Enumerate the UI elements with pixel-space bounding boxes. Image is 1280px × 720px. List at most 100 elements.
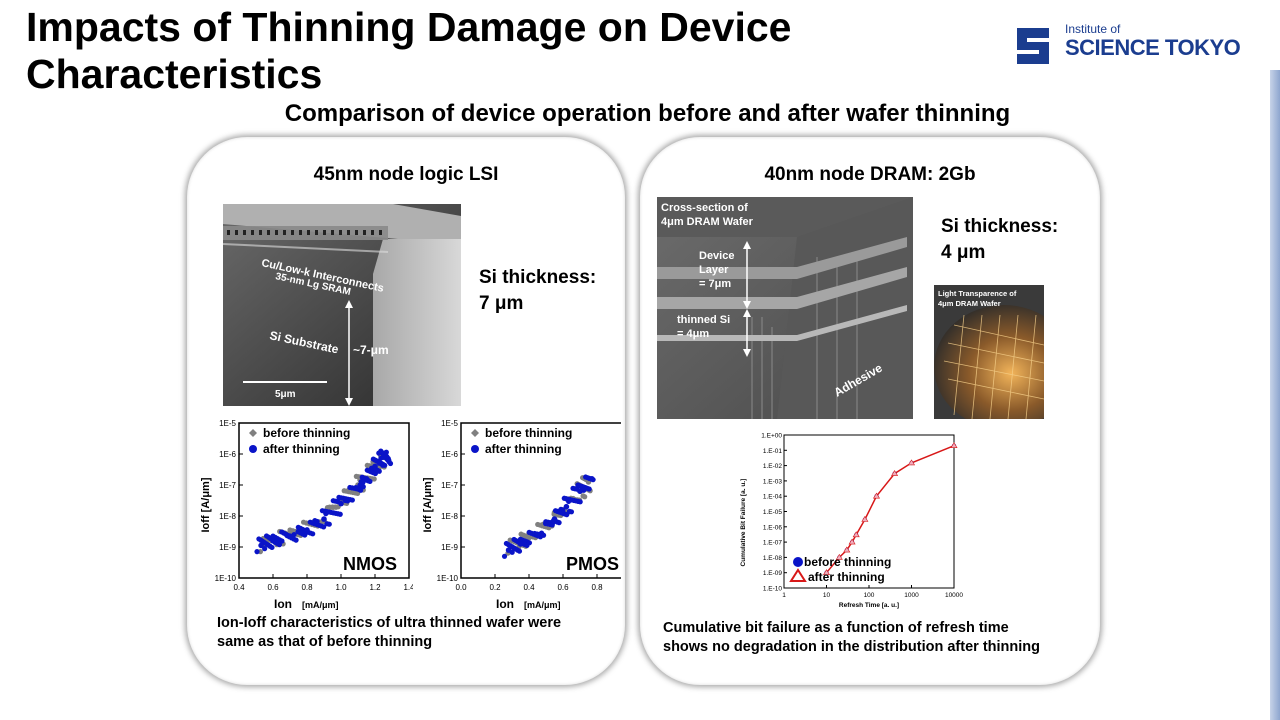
- x-tick-label: 0.8: [591, 583, 603, 592]
- x-axis-label: Ion: [274, 597, 292, 611]
- dram-bit-failure-chart: 1.E+00 1.E-01 1.E-02 1.E-03 1.E-04 1.E-05 1.E-…: [740, 433, 963, 610]
- institute-logo: Institute of SCIENCE TOKYO: [1015, 20, 1255, 70]
- data-point-after: [360, 484, 366, 490]
- sem-scalebar-label: 5μm: [275, 389, 296, 400]
- x-tick-label: 1000: [904, 592, 919, 599]
- data-point-after: [380, 462, 386, 468]
- data-point-after: [534, 531, 541, 538]
- data-point-after: [589, 476, 595, 482]
- data-point-after: [321, 516, 327, 522]
- y-tick-label: 1.E-06: [763, 524, 783, 531]
- y-tick-label: 1E-7: [441, 481, 458, 490]
- logic-thickness: Si thickness: 7 μm: [479, 265, 596, 317]
- dram-device-label-2: Layer: [699, 264, 729, 276]
- plot-frame: [460, 422, 621, 579]
- logo-line2: SCIENCE TOKYO: [1065, 35, 1241, 60]
- y-tick-label: 1E-10: [437, 574, 459, 583]
- data-point-after: [276, 542, 283, 548]
- x-axis-label: Refresh Time [a. u.]: [839, 602, 899, 609]
- dram-thinned-label-2: = 4μm: [677, 328, 709, 340]
- x-tick-label: 0.0: [455, 583, 467, 592]
- legend-after: after thinning: [485, 442, 562, 456]
- data-point-after: [304, 527, 310, 533]
- x-tick-label: 1.2: [369, 583, 381, 592]
- logic-caption: Ion-Ioff characteristics of ultra thinne…: [217, 614, 617, 652]
- y-axis-label: Ioff [A/μm]: [422, 477, 434, 532]
- data-point-after: [835, 553, 843, 560]
- dram-caption-line2: shows no degradation in the distribution…: [663, 639, 1040, 655]
- data-point-after: [524, 542, 530, 549]
- y-tick-label: 1.E-04: [763, 494, 783, 501]
- slide-side-bar: [1270, 70, 1280, 720]
- data-point-after: [345, 498, 351, 504]
- data-point-before: [582, 494, 588, 500]
- x-tick-label: 100: [864, 592, 875, 599]
- y-axis-label: Ioff [A/μm]: [200, 477, 212, 532]
- data-point-after: [254, 549, 260, 555]
- data-point-after: [540, 532, 547, 538]
- data-point-after: [891, 470, 899, 476]
- data-point-after: [385, 457, 392, 463]
- data-point-after: [872, 492, 881, 499]
- legend-before: before thinning: [263, 426, 350, 440]
- legend-marker-before: [249, 429, 257, 437]
- dram-device-label-3: = 7μm: [699, 278, 731, 290]
- data-point-after: [907, 459, 916, 466]
- data-point-after: [568, 509, 575, 515]
- legend-marker-after: [471, 445, 479, 453]
- legend-before: before thinning: [485, 426, 572, 440]
- sem-depth-label: ~7-μm: [353, 343, 389, 357]
- data-point-after: [326, 521, 332, 527]
- data-point-after: [549, 522, 555, 528]
- data-point-before: [371, 476, 377, 482]
- data-point-after: [287, 533, 293, 539]
- data-point-after: [279, 538, 285, 544]
- y-tick-label: 1.E-05: [763, 509, 783, 516]
- pmos-ion-ioff-chart: 1E-5 1E-6 1E-7 1E-8 1E-9 1E-100.0 0.2 0.4 0.6 0.8…: [422, 419, 621, 611]
- logic-thickness-line2: 7 μm: [479, 293, 524, 314]
- x-axis-unit: [mA/μm]: [302, 600, 339, 610]
- dram-thinned-label-1: thinned Si: [677, 314, 730, 326]
- data-point-after: [337, 511, 343, 517]
- data-point-after: [577, 488, 583, 494]
- x-tick-label: 1.0: [335, 583, 347, 592]
- data-point-after: [349, 497, 355, 503]
- legend-marker-after: [789, 568, 807, 582]
- legend-after: after thinning: [263, 442, 340, 456]
- data-point-after: [563, 503, 570, 510]
- data-point-after: [355, 485, 361, 491]
- slide-subtitle: Comparison of device operation before an…: [284, 100, 1011, 127]
- y-tick-label: 1E-9: [219, 543, 236, 552]
- x-tick-label: 0.4: [233, 583, 245, 592]
- data-point-after: [852, 531, 860, 538]
- y-tick-label: 1.E-02: [763, 463, 783, 470]
- dram-thickness-line1: Si thickness:: [941, 216, 1059, 237]
- y-tick-label: 1.E-09: [763, 570, 783, 577]
- y-tick-label: 1E-5: [219, 419, 236, 428]
- device-type-label: NMOS: [343, 554, 397, 574]
- data-point-after: [262, 546, 268, 552]
- logic-caption-line1: Ion-Ioff characteristics of ultra thinne…: [217, 615, 562, 631]
- nmos-ion-ioff-chart: 1E-5 1E-6 1E-7 1E-8 1E-9 1E-100.4 0.6 0.8 1.0 1.2…: [200, 419, 413, 611]
- x-axis-unit: [mA/μm]: [524, 600, 561, 610]
- x-axis-label: Ion: [496, 597, 514, 611]
- dram-cross-label-1: Cross-section of: [661, 202, 748, 214]
- legend-marker-before: [471, 429, 479, 437]
- x-tick-label: 0.4: [523, 583, 535, 592]
- x-tick-label: 0.6: [267, 583, 279, 592]
- dram-thickness: Si thickness: 4 μm: [941, 214, 1058, 266]
- y-tick-label: 1E-6: [441, 450, 458, 459]
- y-tick-label: 1E-8: [441, 512, 458, 521]
- x-tick-label: 10000: [945, 592, 963, 599]
- data-point-after: [380, 454, 387, 460]
- data-point-after: [822, 569, 831, 575]
- legend-marker-after: [249, 445, 257, 453]
- y-tick-label: 1E-10: [215, 574, 237, 583]
- x-tick-label: 0.8: [301, 583, 313, 592]
- y-tick-label: 1.E-03: [763, 478, 783, 485]
- legend-before: before thinning: [804, 555, 891, 569]
- data-point-after: [270, 538, 276, 544]
- data-point-after: [516, 548, 523, 554]
- data-point-after: [843, 546, 851, 553]
- logic-panel-title: 45nm node logic LSI: [313, 164, 499, 185]
